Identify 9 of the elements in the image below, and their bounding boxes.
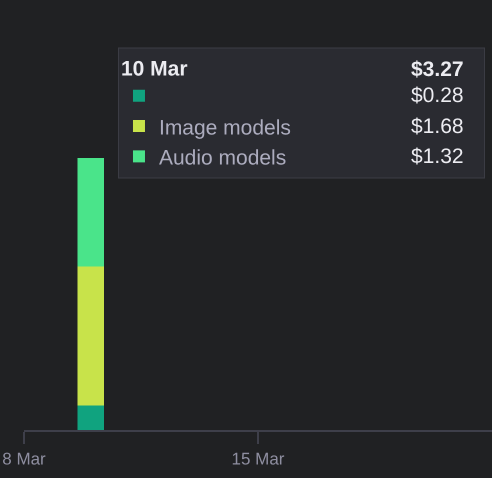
- legend-label: Image models: [158, 116, 291, 140]
- annotation: $1.32: [411, 145, 464, 168]
- legend-title: 10 Mar: [120, 58, 188, 81]
- x-tick-label: 8 Mar: [2, 449, 46, 468]
- legend-label: Audio models: [158, 146, 286, 170]
- text: $0.28: [411, 84, 464, 107]
- x-tick-label: 15 Mar: [232, 449, 285, 468]
- text: $1.68: [411, 115, 464, 138]
- text: $3.27: [411, 58, 464, 81]
